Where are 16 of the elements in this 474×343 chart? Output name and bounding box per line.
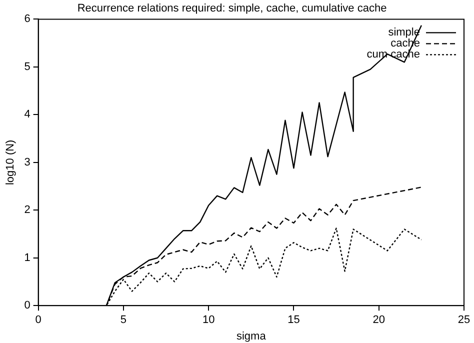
x-tick-label: 5 <box>120 314 127 326</box>
y-tick-label: 4 <box>24 108 30 121</box>
x-tick-label: 25 <box>458 314 470 326</box>
x-axis-title: sigma <box>236 330 267 342</box>
x-tick-label: 15 <box>288 314 300 326</box>
x-tick-label: 20 <box>372 314 385 326</box>
y-tick-label: 5 <box>24 60 30 73</box>
y-tick-label: 0 <box>24 300 30 312</box>
y-tick-label: 2 <box>24 204 30 216</box>
x-tick-label: 0 <box>35 314 42 326</box>
y-tick-label: 6 <box>24 13 30 26</box>
y-tick-label: 3 <box>24 156 30 168</box>
x-tick-label: 10 <box>202 314 215 326</box>
chart-title: Recurrence relations required: simple, cache, cumulative cache <box>77 2 387 15</box>
y-axis-title: log10 (N) <box>4 140 17 186</box>
y-tick-label: 1 <box>24 252 30 264</box>
